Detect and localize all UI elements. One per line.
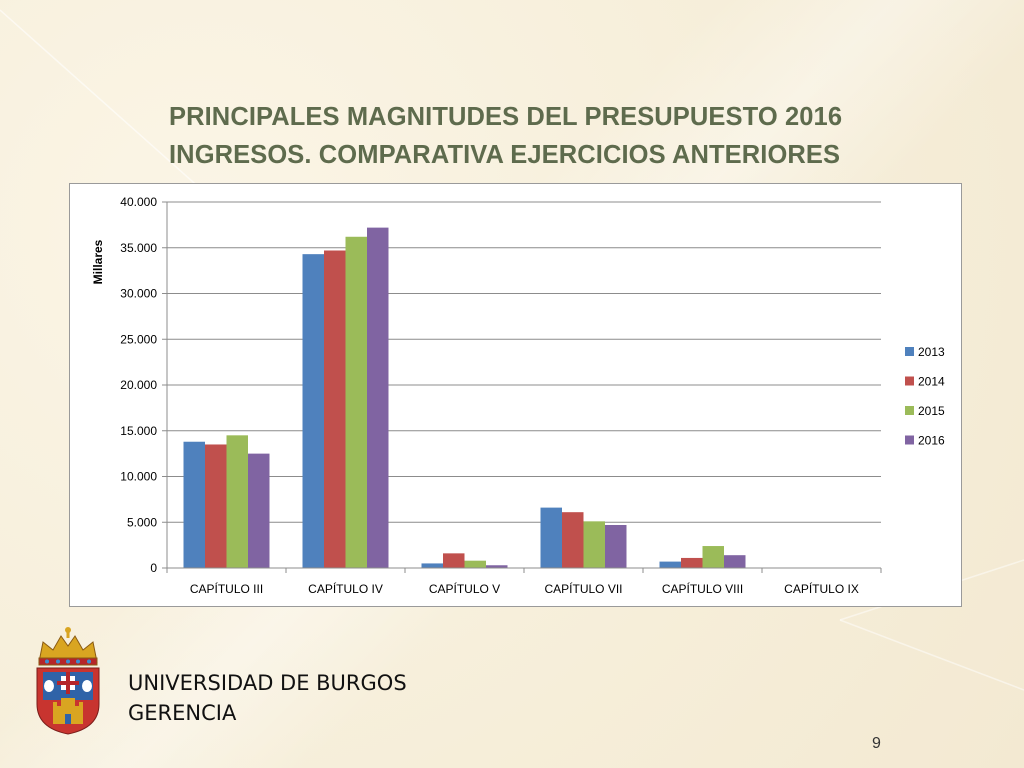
y-tick-label: 35.000 [120, 241, 157, 255]
page-number: 9 [872, 735, 881, 752]
y-axis-label: Millares [91, 239, 105, 284]
bar-2015 [583, 521, 605, 568]
legend-label-2013: 2013 [918, 345, 945, 359]
bar-2015 [226, 435, 248, 568]
footer-department: GERENCIA [128, 701, 237, 725]
y-tick-label: 5.000 [127, 515, 157, 529]
legend-swatch-2016 [905, 435, 914, 445]
chart-bars [183, 227, 746, 568]
legend-swatch-2014 [905, 376, 914, 386]
y-tick-label: 30.000 [120, 287, 157, 301]
y-tick-label: 15.000 [120, 424, 157, 438]
chart-frame: 0 5.000 10.000 15.000 20.000 25.000 30.000 35.0… [69, 183, 962, 607]
y-tick-label: 25.000 [120, 332, 157, 346]
bar-2016 [605, 524, 627, 568]
title-line-2: INGRESOS. COMPARATIVA EJERCICIOS ANTERIO… [169, 141, 841, 169]
bar-2013 [540, 507, 562, 568]
bar-chart: 0 5.000 10.000 15.000 20.000 25.000 30.000 35.0… [91, 195, 945, 596]
legend-swatch-2015 [905, 406, 914, 415]
bar-2014 [443, 553, 465, 568]
y-tick-label: 0 [150, 561, 157, 575]
x-axis: CAPÍTULO III CAPÍTULO IV CAPÍTULO V CAPÍTUL… [166, 567, 882, 596]
bar-2016 [248, 453, 270, 568]
bar-2014 [324, 250, 346, 568]
bar-2014 [205, 444, 227, 568]
footer-university-name: UNIVERSIDAD DE BURGOS [128, 671, 407, 695]
y-tick-label: 10.000 [120, 470, 157, 484]
y-tick-label: 20.000 [120, 378, 157, 392]
legend-label-2016: 2016 [918, 434, 945, 448]
bar-2014 [681, 557, 703, 568]
legend-label-2014: 2014 [918, 375, 945, 389]
bar-2013 [183, 441, 205, 568]
x-tick-label: CAPÍTULO V [429, 581, 500, 596]
bar-2013 [302, 254, 324, 568]
chart-legend: 2013 2014 2015 2016 [905, 345, 945, 448]
legend-swatch-2013 [905, 347, 914, 356]
bar-2013 [659, 561, 681, 568]
footer-organization: UNIVERSIDAD DE BURGOS GERENCIA [128, 668, 407, 728]
chart-gridlines [162, 201, 881, 569]
bar-2014 [562, 512, 584, 568]
bar-2016 [724, 555, 746, 568]
x-tick-label: CAPÍTULO IV [308, 581, 383, 596]
y-tick-label: 40.000 [120, 195, 157, 209]
x-tick-label: CAPÍTULO VIII [662, 581, 743, 596]
bar-2016 [486, 565, 508, 568]
university-coat-of-arms-logo [36, 627, 100, 735]
x-tick-label: CAPÍTULO IX [784, 581, 859, 596]
legend-label-2015: 2015 [918, 404, 945, 418]
bar-2015 [345, 236, 367, 568]
x-tick-label: CAPÍTULO III [190, 581, 263, 596]
bar-2015 [702, 546, 724, 568]
bar-2016 [367, 227, 389, 568]
bar-2013 [421, 563, 443, 568]
title-line-1: PRINCIPALES MAGNITUDES DEL PRESUPUESTO 2… [169, 103, 843, 131]
y-axis-ticks: 0 5.000 10.000 15.000 20.000 25.000 30.000 35.0… [120, 195, 157, 575]
bar-2015 [464, 560, 486, 568]
x-tick-label: CAPÍTULO VII [544, 581, 622, 596]
slide-title: PRINCIPALES MAGNITUDES DEL PRESUPUESTO 2… [169, 98, 989, 174]
